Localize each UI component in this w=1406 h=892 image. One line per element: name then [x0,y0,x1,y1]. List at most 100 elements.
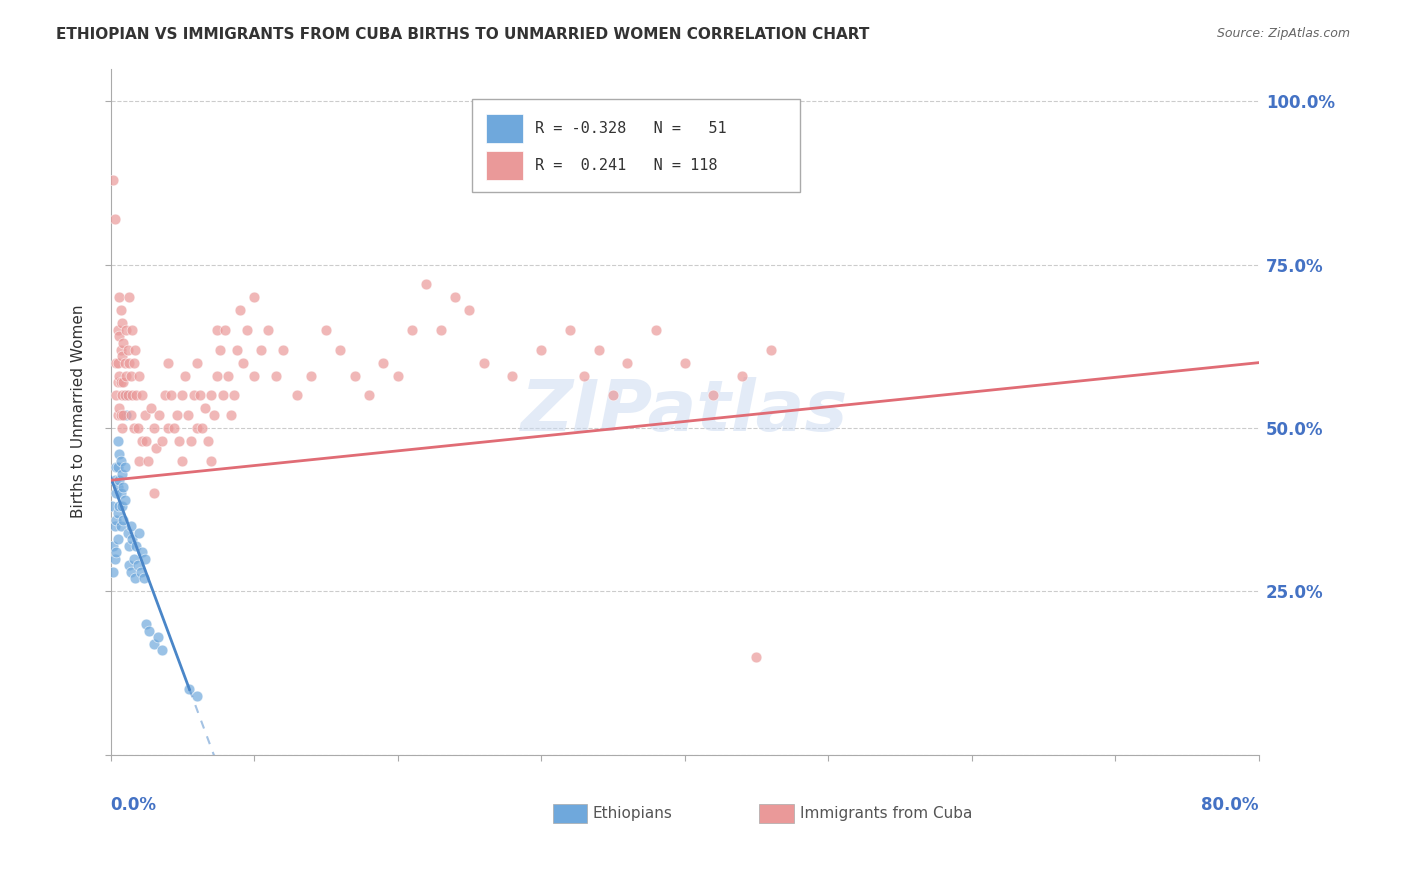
Point [444,290,467,304]
Point [148,408,170,422]
Point [271,343,294,357]
Point [105,486,128,500]
Point [172,388,194,402]
Point [118,290,141,304]
Point [211,388,233,402]
Point [188,388,211,402]
Point [107,356,129,370]
Point [745,649,768,664]
Point [110,453,132,467]
Point [114,492,136,507]
Point [112,480,135,494]
Point [127,558,149,573]
Point [174,368,197,383]
Point [229,303,252,318]
Point [214,323,236,337]
Point [222,388,245,402]
Point [107,460,129,475]
Point [121,532,143,546]
Point [139,401,162,416]
Point [134,551,156,566]
Point [186,689,208,703]
Point [163,421,186,435]
Point [107,323,129,337]
Point [114,388,136,402]
Text: R = -0.328   N =   51: R = -0.328 N = 51 [536,120,727,136]
Text: 80.0%: 80.0% [1201,796,1258,814]
Point [180,434,202,448]
Point [127,421,149,435]
Point [112,376,135,390]
Point [108,329,131,343]
Point [145,441,167,455]
Point [166,408,188,422]
Point [124,343,146,357]
Point [122,551,145,566]
Point [117,388,139,402]
Point [236,323,259,337]
Point [172,453,194,467]
Point [194,401,217,416]
Point [111,388,134,402]
Point [111,500,134,514]
Bar [759,805,794,823]
Text: R =  0.241   N = 118: R = 0.241 N = 118 [536,158,718,173]
Point [124,571,146,585]
Point [142,486,165,500]
Point [117,343,139,357]
Point [146,630,169,644]
Text: Immigrants from Cuba: Immigrants from Cuba [800,806,972,822]
Point [108,368,131,383]
Point [107,376,129,390]
Bar [486,114,523,143]
Point [105,545,128,559]
Point [429,323,451,337]
Point [186,421,208,435]
Point [558,323,581,337]
FancyBboxPatch shape [472,99,800,192]
Point [110,376,132,390]
Point [131,545,153,559]
Point [110,303,132,318]
Point [301,368,323,383]
Point [219,408,242,422]
Point [156,421,179,435]
Point [107,480,129,494]
Point [197,434,219,448]
Point [118,539,141,553]
Point [186,356,208,370]
Point [135,434,157,448]
Point [131,434,153,448]
Text: ZIPatlas: ZIPatlas [522,377,848,446]
Point [329,343,352,357]
Point [115,388,138,402]
Bar [553,805,588,823]
Point [111,349,134,363]
Point [156,356,179,370]
Point [131,388,153,402]
Point [132,571,155,585]
Point [588,343,610,357]
Point [134,408,156,422]
Point [138,624,160,638]
Point [225,343,247,357]
Point [217,368,239,383]
Point [202,408,225,422]
Point [112,512,135,526]
Point [264,368,287,383]
Point [179,682,201,697]
Point [160,388,183,402]
Point [759,343,782,357]
Point [142,421,165,435]
Point [232,356,254,370]
Point [115,323,138,337]
Point [112,336,135,351]
Point [107,408,129,422]
Point [105,356,128,370]
Point [702,388,724,402]
Point [191,421,214,435]
Point [530,343,553,357]
Point [120,519,142,533]
Point [135,617,157,632]
Point [110,519,132,533]
